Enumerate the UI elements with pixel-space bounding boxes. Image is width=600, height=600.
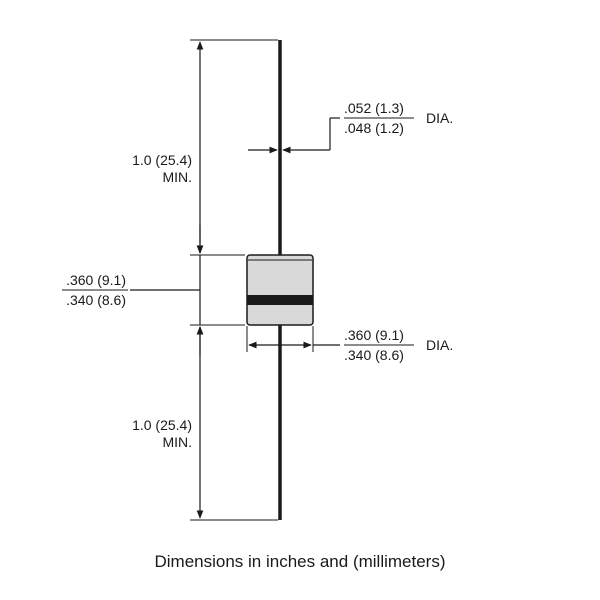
caption: Dimensions in inches and (millimeters) [0,552,600,572]
lead-dia-max: .052 (1.3) [344,100,404,116]
body-dia-max: .360 (9.1) [344,327,404,343]
diode-body [247,255,313,325]
dim-lead-length-top: 1.0 (25.4) MIN. [132,40,278,255]
dim-lead-length-bottom: 1.0 (25.4) MIN. [132,327,278,520]
lead-len-top-qual: MIN. [162,169,192,185]
body-dia-min: .340 (8.6) [344,347,404,363]
body-len-max: .360 (9.1) [66,272,126,288]
diode-dimension-drawing: .052 (1.3) .048 (1.2) DIA. 1.0 (25.4) MI… [0,0,600,600]
body-dia-suffix: DIA. [426,337,453,353]
dim-body-length: .360 (9.1) .340 (8.6) [62,225,245,355]
cathode-band [247,295,313,305]
lead-dia-min: .048 (1.2) [344,120,404,136]
body-len-min: .340 (8.6) [66,292,126,308]
lead-dia-suffix: DIA. [426,110,453,126]
lead-len-bot-qual: MIN. [162,434,192,450]
dim-body-diameter: .360 (9.1) .340 (8.6) DIA. [247,326,453,363]
lead-len-top-val: 1.0 (25.4) [132,152,192,168]
lead-len-bot-val: 1.0 (25.4) [132,417,192,433]
